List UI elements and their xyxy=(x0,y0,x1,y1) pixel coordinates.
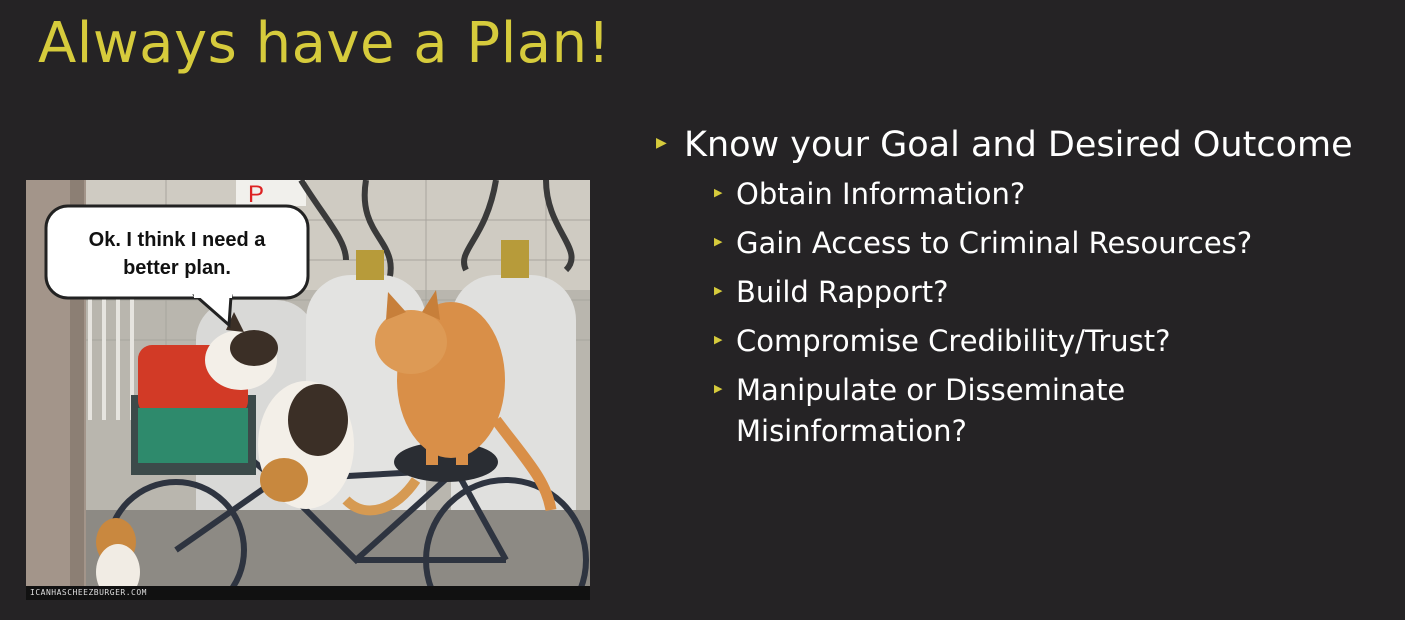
sub-bullet-text: Compromise Credibility/Trust? xyxy=(736,324,1171,358)
bullet-list: ▶ Know your Goal and Desired Outcome ▶ O… xyxy=(656,122,1396,452)
speech-bubble-line2: better plan. xyxy=(123,257,231,279)
sub-bullet-text: Build Rapport? xyxy=(736,275,949,309)
bullet-main: ▶ Know your Goal and Desired Outcome xyxy=(656,122,1396,170)
sign-text: P xyxy=(248,181,264,208)
lolcat-photo: P xyxy=(26,180,590,600)
bullet-marker-icon: ▶ xyxy=(714,284,723,297)
watermark: ICANHASCHEEZBURGER.COM xyxy=(30,588,147,597)
cats-on-bicycle-illustration: P xyxy=(26,180,590,600)
speech-bubble-line1: Ok. I think I need a xyxy=(89,229,267,251)
sub-bullet: ▶ Build Rapport? xyxy=(714,272,1396,313)
sub-bullet-text: Obtain Information? xyxy=(736,177,1026,211)
sub-bullet: ▶ Manipulate or Disseminate Misinformati… xyxy=(714,370,1396,452)
sub-bullet: ▶ Gain Access to Criminal Resources? xyxy=(714,223,1396,264)
bullet-main-text: Know your Goal and Desired Outcome xyxy=(684,125,1353,165)
sub-bullet-text: Manipulate or Disseminate Misinformation… xyxy=(736,373,1126,448)
sub-bullet-text: Gain Access to Criminal Resources? xyxy=(736,226,1253,260)
bullet-marker-icon: ▶ xyxy=(656,135,667,151)
bullet-marker-icon: ▶ xyxy=(714,186,723,199)
sub-bullet: ▶ Compromise Credibility/Trust? xyxy=(714,321,1396,362)
bullet-marker-icon: ▶ xyxy=(714,235,723,248)
sub-bullet: ▶ Obtain Information? xyxy=(714,174,1396,215)
bullet-marker-icon: ▶ xyxy=(714,333,723,346)
slide-title: Always have a Plan! xyxy=(38,11,611,76)
bullet-marker-icon: ▶ xyxy=(714,382,723,395)
